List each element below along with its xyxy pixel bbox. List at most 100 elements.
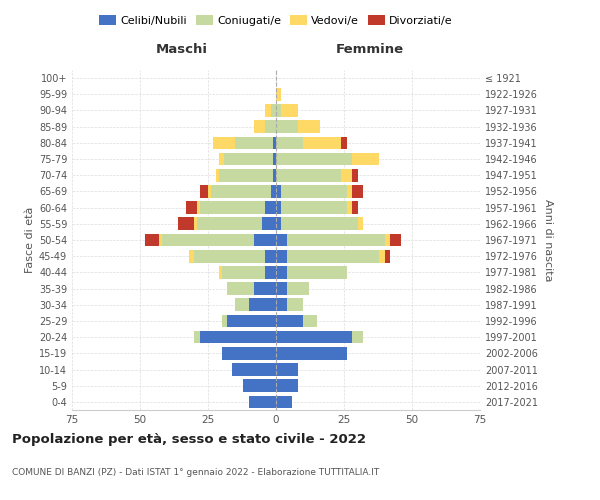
Y-axis label: Anni di nascita: Anni di nascita bbox=[544, 198, 553, 281]
Bar bbox=[352, 185, 363, 198]
Bar bbox=[271, 104, 276, 117]
Bar bbox=[273, 136, 276, 149]
Bar bbox=[224, 152, 273, 166]
Bar bbox=[197, 218, 262, 230]
Bar bbox=[276, 396, 292, 408]
Bar bbox=[287, 282, 308, 295]
Bar bbox=[221, 347, 276, 360]
Bar bbox=[265, 120, 276, 133]
Bar bbox=[265, 266, 276, 278]
Text: Popolazione per età, sesso e stato civile - 2022: Popolazione per età, sesso e stato civil… bbox=[12, 432, 366, 446]
Bar bbox=[265, 104, 271, 117]
Bar bbox=[197, 202, 200, 214]
Bar bbox=[219, 152, 224, 166]
Bar bbox=[227, 314, 276, 328]
Bar bbox=[276, 331, 352, 344]
Bar bbox=[186, 202, 197, 214]
Bar bbox=[276, 185, 281, 198]
Bar bbox=[352, 169, 358, 181]
Bar bbox=[276, 104, 281, 117]
Bar bbox=[276, 314, 303, 328]
Bar bbox=[287, 298, 303, 311]
Bar bbox=[244, 380, 276, 392]
Bar bbox=[254, 282, 276, 295]
Bar bbox=[281, 104, 298, 117]
Bar bbox=[298, 120, 320, 133]
Bar bbox=[276, 250, 287, 262]
Text: Maschi: Maschi bbox=[156, 44, 208, 57]
Bar bbox=[200, 185, 208, 198]
Bar bbox=[254, 234, 276, 246]
Bar bbox=[287, 250, 379, 262]
Bar bbox=[276, 282, 287, 295]
Bar bbox=[265, 202, 276, 214]
Bar bbox=[276, 218, 281, 230]
Bar bbox=[221, 266, 265, 278]
Bar bbox=[221, 314, 227, 328]
Bar bbox=[276, 298, 287, 311]
Bar bbox=[385, 250, 390, 262]
Bar bbox=[265, 250, 276, 262]
Bar bbox=[194, 218, 197, 230]
Bar bbox=[341, 169, 352, 181]
Bar bbox=[219, 169, 273, 181]
Bar bbox=[276, 202, 281, 214]
Bar bbox=[352, 202, 358, 214]
Bar bbox=[385, 234, 390, 246]
Bar bbox=[347, 185, 352, 198]
Bar bbox=[232, 363, 276, 376]
Bar bbox=[276, 136, 303, 149]
Bar bbox=[287, 266, 347, 278]
Bar bbox=[276, 347, 347, 360]
Text: COMUNE DI BANZI (PZ) - Dati ISTAT 1° gennaio 2022 - Elaborazione TUTTITALIA.IT: COMUNE DI BANZI (PZ) - Dati ISTAT 1° gen… bbox=[12, 468, 379, 477]
Bar bbox=[162, 234, 254, 246]
Bar bbox=[379, 250, 385, 262]
Bar bbox=[276, 234, 287, 246]
Bar bbox=[194, 250, 265, 262]
Bar bbox=[235, 136, 273, 149]
Bar bbox=[276, 363, 298, 376]
Bar bbox=[235, 298, 249, 311]
Text: Femmine: Femmine bbox=[336, 44, 404, 57]
Bar bbox=[273, 169, 276, 181]
Bar bbox=[211, 185, 271, 198]
Bar bbox=[390, 234, 401, 246]
Bar bbox=[276, 380, 298, 392]
Bar bbox=[352, 152, 379, 166]
Bar bbox=[178, 218, 194, 230]
Bar bbox=[276, 169, 341, 181]
Bar bbox=[200, 202, 265, 214]
Bar bbox=[271, 185, 276, 198]
Bar bbox=[214, 136, 235, 149]
Bar bbox=[227, 282, 254, 295]
Bar bbox=[276, 120, 298, 133]
Bar bbox=[200, 331, 276, 344]
Bar bbox=[287, 234, 385, 246]
Bar bbox=[273, 152, 276, 166]
Bar bbox=[281, 202, 347, 214]
Bar bbox=[303, 314, 317, 328]
Bar bbox=[358, 218, 363, 230]
Bar bbox=[219, 266, 221, 278]
Y-axis label: Fasce di età: Fasce di età bbox=[25, 207, 35, 273]
Bar bbox=[347, 202, 352, 214]
Bar bbox=[276, 88, 281, 101]
Bar bbox=[254, 120, 265, 133]
Bar bbox=[303, 136, 341, 149]
Bar bbox=[216, 169, 219, 181]
Bar bbox=[352, 331, 363, 344]
Bar bbox=[276, 266, 287, 278]
Bar bbox=[249, 298, 276, 311]
Bar bbox=[276, 152, 352, 166]
Bar bbox=[281, 185, 347, 198]
Legend: Celibi/Nubili, Coniugati/e, Vedovi/e, Divorziati/e: Celibi/Nubili, Coniugati/e, Vedovi/e, Di… bbox=[95, 10, 457, 30]
Bar bbox=[341, 136, 347, 149]
Bar bbox=[194, 331, 200, 344]
Bar bbox=[249, 396, 276, 408]
Bar bbox=[281, 218, 358, 230]
Bar bbox=[262, 218, 276, 230]
Bar bbox=[159, 234, 162, 246]
Bar bbox=[189, 250, 194, 262]
Bar bbox=[208, 185, 211, 198]
Bar bbox=[145, 234, 159, 246]
